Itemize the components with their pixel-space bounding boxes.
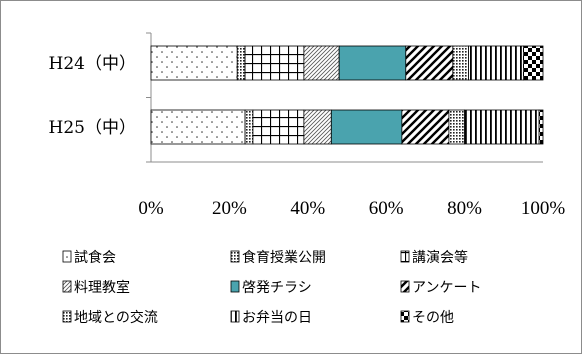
legend-label-2: 講演会等 [412, 249, 468, 266]
legend-label-4: 啓発チラシ [242, 280, 312, 296]
legend-swatch-0 [63, 251, 71, 262]
legend-swatch-5 [401, 281, 409, 292]
legend-swatch-7 [231, 311, 239, 322]
category-label-0: H24（中） [49, 54, 136, 74]
x-tick-label-5: 100% [521, 198, 566, 219]
bar-segment-0-0 [151, 46, 237, 80]
legend-swatch-3 [63, 281, 71, 292]
legend-label-6: 地域との交流 [74, 309, 158, 326]
legend-label-3: 料理教室 [74, 279, 130, 296]
bar-segment-0-1 [237, 46, 245, 80]
legend-label-0: 試食会 [74, 249, 116, 266]
bar-segment-1-0 [151, 110, 245, 144]
bar-segment-1-8 [539, 110, 543, 144]
legend-label-8: その他 [412, 310, 454, 326]
bar-segment-0-7 [469, 46, 524, 80]
legend-swatch-6 [63, 311, 71, 322]
legend-label-1: 食育授業公開 [242, 249, 326, 266]
bar-segment-1-1 [245, 110, 253, 144]
legend-swatch-4 [231, 281, 239, 292]
legend-label-7: お弁当の日 [242, 310, 312, 326]
x-tick-label-1: 20% [212, 198, 247, 219]
bar-segment-1-4 [331, 110, 402, 144]
bar-segment-1-7 [465, 110, 539, 144]
bar-segment-0-8 [523, 46, 543, 80]
legend-label-5: アンケート [412, 280, 481, 296]
bar-segment-0-4 [339, 46, 406, 80]
legend-swatch-1 [231, 251, 239, 262]
bar-segment-0-5 [406, 46, 453, 80]
category-label-1: H25（中） [49, 118, 136, 138]
x-tick-label-0: 0% [138, 198, 164, 219]
x-tick-label-3: 60% [369, 198, 404, 219]
legend-swatch-2 [401, 251, 409, 262]
x-tick-label-4: 80% [447, 198, 482, 219]
bar-segment-0-3 [304, 46, 339, 80]
legend-swatch-8 [401, 311, 409, 322]
bar-segment-1-6 [449, 110, 465, 144]
bar-segment-1-3 [304, 110, 331, 144]
bar-segment-0-2 [245, 46, 304, 80]
bar-segment-0-6 [453, 46, 469, 80]
x-tick-label-2: 40% [290, 198, 325, 219]
bar-segment-1-2 [253, 110, 304, 144]
bar-segment-1-5 [402, 110, 449, 144]
